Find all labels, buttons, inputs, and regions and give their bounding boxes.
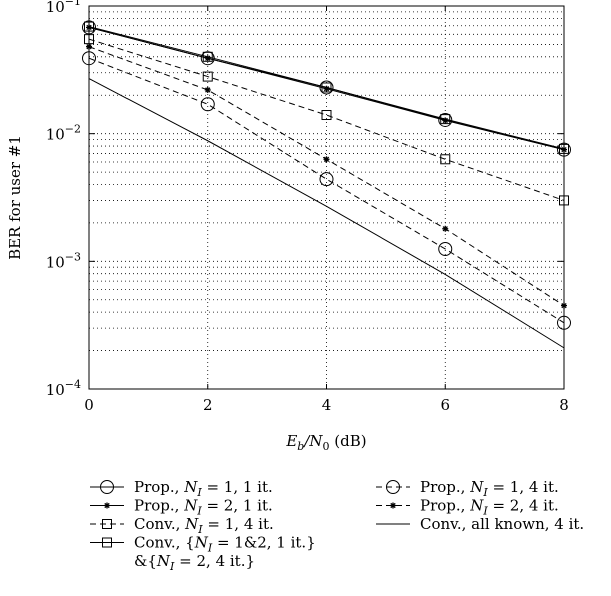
data-point-5-2 [323,156,330,163]
data-point-4-1 [200,97,215,112]
legend-label: Prop., NI = 1, 4 it. [420,478,559,499]
data-point-2-3 [440,154,451,165]
legend-label: Conv., NI = 1, 4 it. [134,515,274,536]
series-line-4 [88,57,565,324]
x-axis-label: Eb/N0 (dB) [285,432,366,453]
x-tick-label: 4 [322,396,332,414]
y-tick-label: 10−4 [46,378,81,399]
legend-entry-1: Prop., NI = 2, 1 it. [90,497,273,518]
y-tick-label: 10−3 [46,250,81,271]
series-group [82,20,571,349]
tick-labels: 0 2 4 6 8 10−1 10−2 10−3 10−4 [46,0,569,414]
y-axis-label: BER for user #1 [6,135,24,260]
legend: Prop., NI = 1, 1 it.Prop., NI = 2, 1 it.… [90,478,584,573]
legend-entry-0: Prop., NI = 1, 1 it. [90,478,273,499]
data-point-3-2 [321,82,332,93]
x-tick-label: 0 [84,396,94,414]
x-tick-label: 6 [440,396,450,414]
legend-swatch-marker [102,537,112,548]
series-line-6 [88,78,565,349]
data-point-0-3 [438,112,453,127]
series-line-2 [88,38,565,201]
data-point-4-2 [319,172,334,187]
legend-label: Conv., all known, 4 it. [420,515,584,533]
legend-swatch-marker [390,502,396,509]
series-line-3 [88,26,565,150]
grid [89,6,564,389]
legend-label: Prop., NI = 1, 1 it. [134,478,273,499]
data-point-2-2 [321,110,332,121]
legend-label: Conv., {NI = 1&2, 1 it.} [134,534,316,555]
legend-label: Prop., NI = 2, 4 it. [420,497,559,518]
legend-label-line2: &{NI = 2, 4 it.} [134,552,255,573]
x-tick-label: 2 [203,396,213,414]
y-tick-label: 10−2 [46,123,81,144]
legend-label: Prop., NI = 2, 1 it. [134,497,273,518]
data-point-3-1 [202,51,213,62]
legend-entry-6: Conv., all known, 4 it. [376,515,584,533]
legend-entry-5: Prop., NI = 2, 4 it. [376,497,559,518]
legend-entry-3: Conv., {NI = 1&2, 1 it.}&{NI = 2, 4 it.} [90,534,316,573]
legend-swatch-marker [386,480,400,494]
legend-entry-4: Prop., NI = 1, 4 it. [376,478,559,499]
y-tick-label: 10−1 [46,0,81,16]
legend-swatch-marker [100,480,114,494]
legend-entry-2: Conv., NI = 1, 4 it. [90,515,274,536]
x-tick-label: 8 [559,396,569,414]
legend-swatch-marker [102,519,112,529]
data-point-5-3 [442,225,449,232]
plot-frame [88,5,565,390]
data-point-3-3 [440,114,451,125]
data-point-4-3 [438,241,453,256]
data-point-5-1 [204,86,211,93]
legend-swatch-marker [104,502,110,509]
data-point-2-1 [202,71,213,82]
